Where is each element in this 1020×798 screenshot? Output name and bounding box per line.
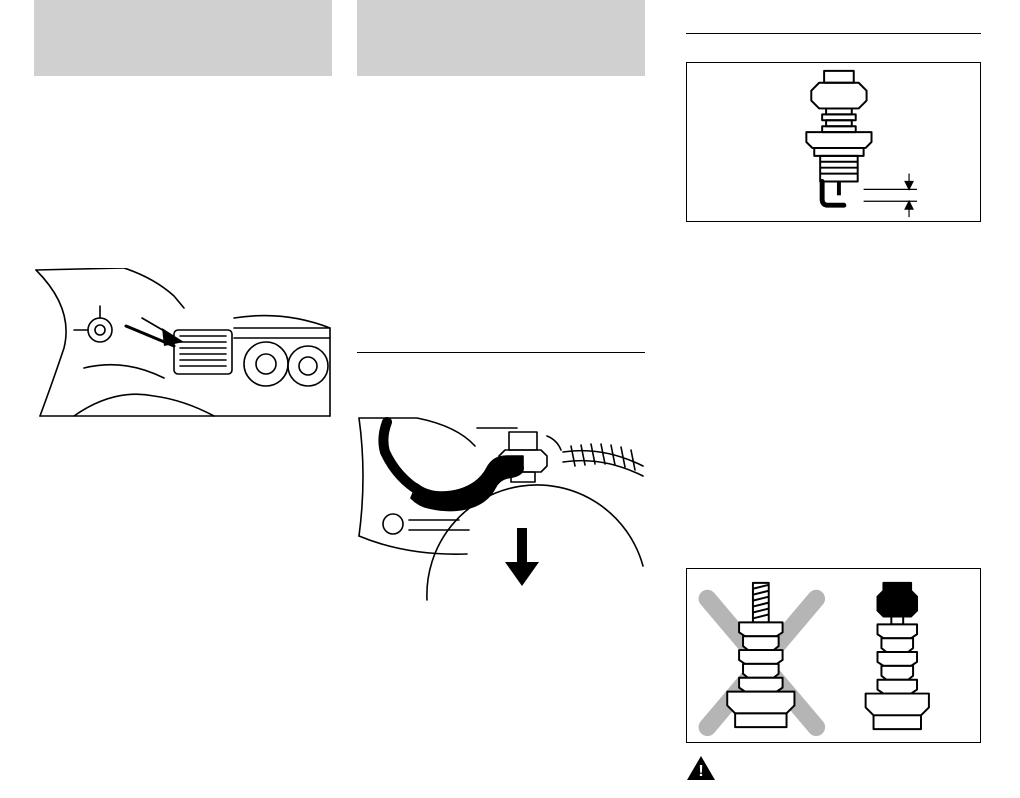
engine-carburetor-svg <box>34 268 332 418</box>
figure-spark-plug-gap <box>686 62 981 222</box>
warning-icon: ! <box>686 755 716 781</box>
section-header-middle <box>357 0 645 76</box>
spark-plug-gap-svg <box>687 63 980 221</box>
section-header-left <box>34 0 332 76</box>
plug-comparison-svg <box>687 569 980 742</box>
figure-plug-terminal-comparison <box>686 568 981 743</box>
divider-col2-mid <box>357 352 645 353</box>
figure-engine-plug-boot <box>357 416 645 601</box>
page: ! <box>0 0 1020 798</box>
figure-engine-carburetor <box>34 268 332 418</box>
warning-bang: ! <box>698 763 703 780</box>
engine-plug-boot-svg <box>357 416 645 601</box>
divider-col3-top <box>686 33 981 34</box>
